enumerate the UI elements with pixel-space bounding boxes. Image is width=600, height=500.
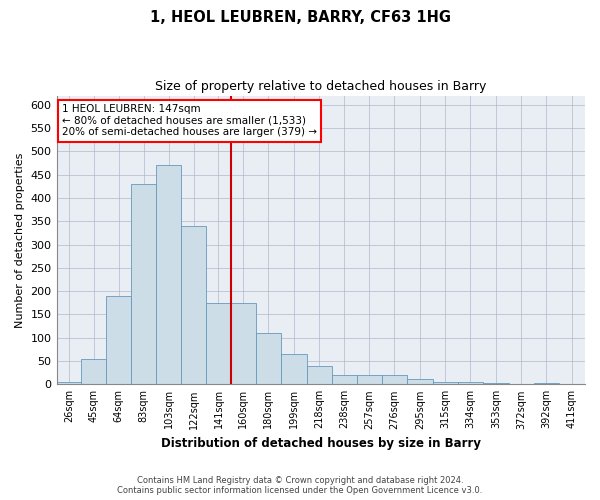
Text: 1 HEOL LEUBREN: 147sqm
← 80% of detached houses are smaller (1,533)
20% of semi-: 1 HEOL LEUBREN: 147sqm ← 80% of detached… bbox=[62, 104, 317, 138]
Bar bbox=[458, 382, 483, 384]
Bar bbox=[206, 303, 231, 384]
Bar bbox=[106, 296, 131, 384]
Bar bbox=[483, 383, 509, 384]
Title: Size of property relative to detached houses in Barry: Size of property relative to detached ho… bbox=[155, 80, 487, 93]
Bar bbox=[56, 382, 82, 384]
Bar bbox=[131, 184, 156, 384]
Bar bbox=[256, 333, 281, 384]
Bar bbox=[433, 382, 458, 384]
X-axis label: Distribution of detached houses by size in Barry: Distribution of detached houses by size … bbox=[161, 437, 481, 450]
Bar bbox=[181, 226, 206, 384]
Bar bbox=[156, 166, 181, 384]
Bar bbox=[332, 375, 357, 384]
Bar bbox=[534, 383, 559, 384]
Bar bbox=[407, 378, 433, 384]
Bar bbox=[231, 303, 256, 384]
Y-axis label: Number of detached properties: Number of detached properties bbox=[15, 152, 25, 328]
Bar bbox=[281, 354, 307, 384]
Bar bbox=[82, 358, 106, 384]
Text: 1, HEOL LEUBREN, BARRY, CF63 1HG: 1, HEOL LEUBREN, BARRY, CF63 1HG bbox=[149, 10, 451, 25]
Bar bbox=[357, 375, 382, 384]
Text: Contains HM Land Registry data © Crown copyright and database right 2024.
Contai: Contains HM Land Registry data © Crown c… bbox=[118, 476, 482, 495]
Bar bbox=[307, 366, 332, 384]
Bar bbox=[382, 375, 407, 384]
